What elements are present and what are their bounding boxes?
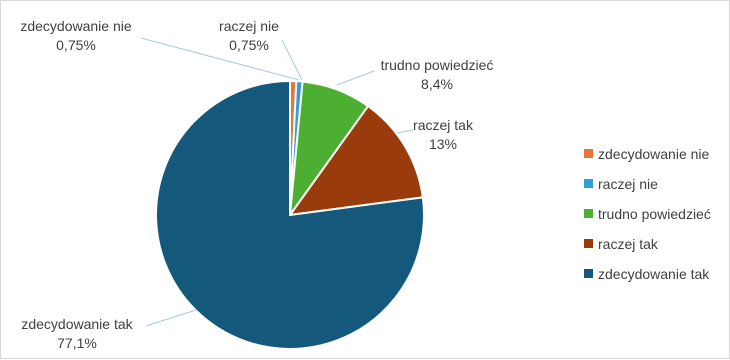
legend-label-zdecydowanie-tak: zdecydowanie tak [598,266,710,282]
data-label-zdecydowanie-tak: zdecydowanie tak 77,1% [21,316,133,351]
slice-labels: zdecydowanie nie 0,75% raczej nie 0,75% trud… [20,18,493,351]
data-label-trudno-powiedzie: trudno powiedzieć 8,4% [381,57,494,92]
legend-label-raczej-tak: raczej tak [598,236,659,252]
legend: zdecydowanie nie raczej nie trudno powiedz… [584,146,711,282]
leader-line-raczej-tak [396,129,414,134]
leader-line-zdecydowanie-nie [140,37,300,81]
data-label-category: raczej nie [219,18,279,34]
data-label-zdecydowanie-nie: zdecydowanie nie 0,75% [20,18,132,53]
data-label-raczej-tak: raczej tak 13% [413,117,474,152]
leader-line-zdecydowanie-tak [145,309,197,327]
legend-swatch-raczej-tak [584,239,593,248]
legend-label-zdecydowanie-nie: zdecydowanie nie [598,146,710,162]
legend-label-raczej-nie: raczej nie [598,176,658,192]
pie-slice-raczej-tak [287,104,424,217]
data-label-value: 0,75% [229,37,269,53]
data-label-category: raczej tak [413,117,474,133]
data-label-value: 13% [429,136,457,152]
data-label-value: 0,75% [56,37,96,53]
pie-slices [155,79,425,350]
data-label-value: 77,1% [57,335,97,351]
legend-swatch-trudno-powiedzie [584,209,593,218]
data-label-category: zdecydowanie tak [21,316,133,332]
pie-slice-zdecydowanie-tak [155,79,425,350]
legend-label-trudno-powiedzie: trudno powiedzieć [598,206,711,222]
data-label-category: trudno powiedzieć [381,57,494,73]
legend-swatch-zdecydowanie-nie [584,149,593,158]
legend-swatch-zdecydowanie-tak [584,269,593,278]
legend-swatch-raczej-nie [584,179,593,188]
data-label-value: 8,4% [421,76,453,92]
leader-line-raczej-nie [281,39,303,81]
leader-line-trudno-powiedzie [336,70,375,86]
data-label-category: zdecydowanie nie [20,18,132,34]
leader-lines [140,37,414,327]
data-label-raczej-nie: raczej nie 0,75% [219,18,279,53]
